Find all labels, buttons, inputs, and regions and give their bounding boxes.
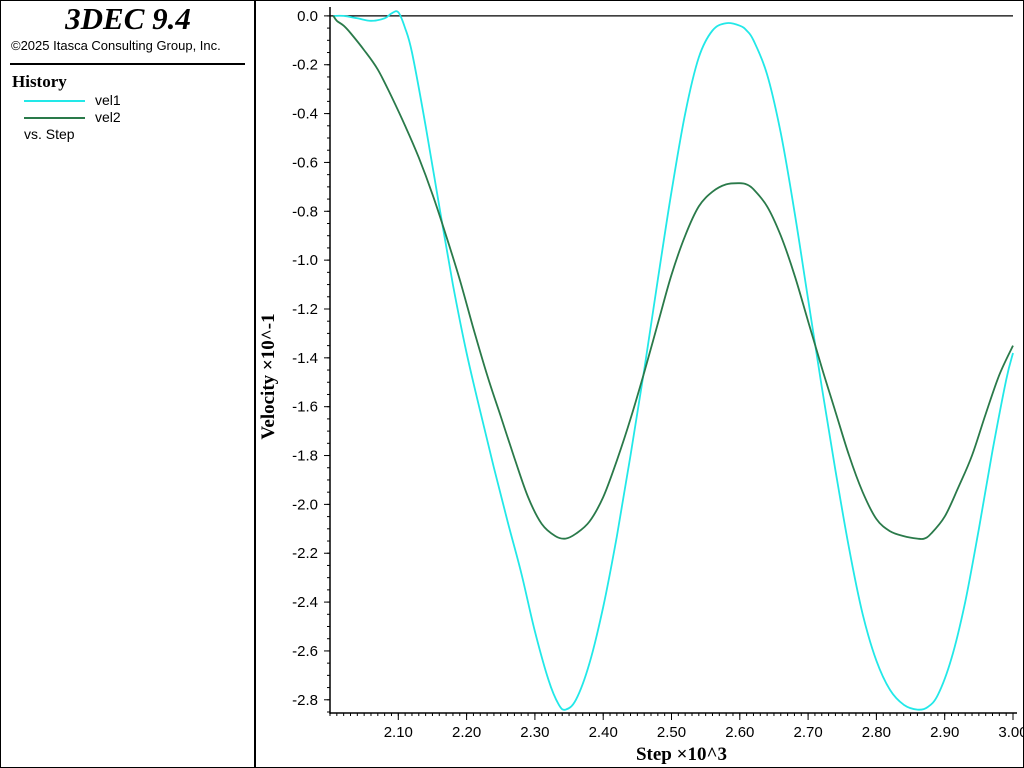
- y-tick-label: -1.8: [292, 448, 318, 465]
- history-chart: 0.0 -0.2 -0.4 -0.6 -0.8 -1.0 -1.2 -1.4 -1.6 -1.8 -…: [258, 7, 1024, 765]
- x-tick-label: 2.80: [862, 724, 891, 741]
- versus-label: vs. Step: [24, 126, 75, 142]
- x-tick-label: 2.50: [657, 724, 686, 741]
- legend-swatch-vel2: [24, 117, 85, 119]
- legend-label-vel2: vel2: [95, 109, 121, 125]
- series-layer: [332, 10, 1014, 711]
- y-tick-label: 0.0: [297, 8, 318, 25]
- app-title: 3DEC 9.4: [65, 1, 191, 36]
- y-tick-label: -0.8: [292, 203, 318, 220]
- x-tick-label: 2.30: [520, 724, 549, 741]
- x-tick-label: 2.40: [589, 724, 618, 741]
- x-tick-label: 3.00: [998, 724, 1024, 741]
- x-tick-label: 2.10: [384, 724, 413, 741]
- x-tick-label: 2.20: [452, 724, 481, 741]
- y-tick-label: -2.2: [292, 545, 318, 562]
- ticks-layer: 0.0 -0.2 -0.4 -0.6 -0.8 -1.0 -1.2 -1.4 -1.6 -1.8 -…: [292, 8, 1024, 741]
- legend-panel: 3DEC 9.4 ©2025 Itasca Consulting Group, …: [0, 0, 256, 768]
- copyright-text: ©2025 Itasca Consulting Group, Inc.: [11, 38, 221, 53]
- y-tick-label: -0.6: [292, 154, 318, 171]
- x-tick-label: 2.60: [725, 724, 754, 741]
- legend-divider: [10, 63, 245, 65]
- x-tick-label: 2.70: [793, 724, 822, 741]
- y-tick-label: -1.6: [292, 399, 318, 416]
- series-line-vel2: [332, 15, 1014, 540]
- y-tick-label: -2.0: [292, 496, 318, 513]
- y-tick-label: -0.2: [292, 57, 318, 74]
- y-tick-label: -1.4: [292, 350, 318, 367]
- y-axis-title: Velocity ×10^-1: [258, 313, 279, 439]
- y-tick-label: -0.4: [292, 106, 318, 123]
- y-tick-label: -2.4: [292, 594, 318, 611]
- y-tick-label: -1.2: [292, 301, 318, 318]
- y-tick-label: -2.6: [292, 643, 318, 660]
- y-tick-label: -1.0: [292, 252, 318, 269]
- legend-swatch-vel1: [24, 100, 85, 102]
- series-line-vel1: [333, 10, 1014, 711]
- history-heading: History: [12, 72, 67, 91]
- x-axis-title: Step ×10^3: [636, 744, 727, 765]
- y-tick-label: -2.8: [292, 692, 318, 709]
- x-tick-label: 2.90: [930, 724, 959, 741]
- axes-layer: [329, 7, 1017, 714]
- legend-label-vel1: vel1: [95, 92, 121, 108]
